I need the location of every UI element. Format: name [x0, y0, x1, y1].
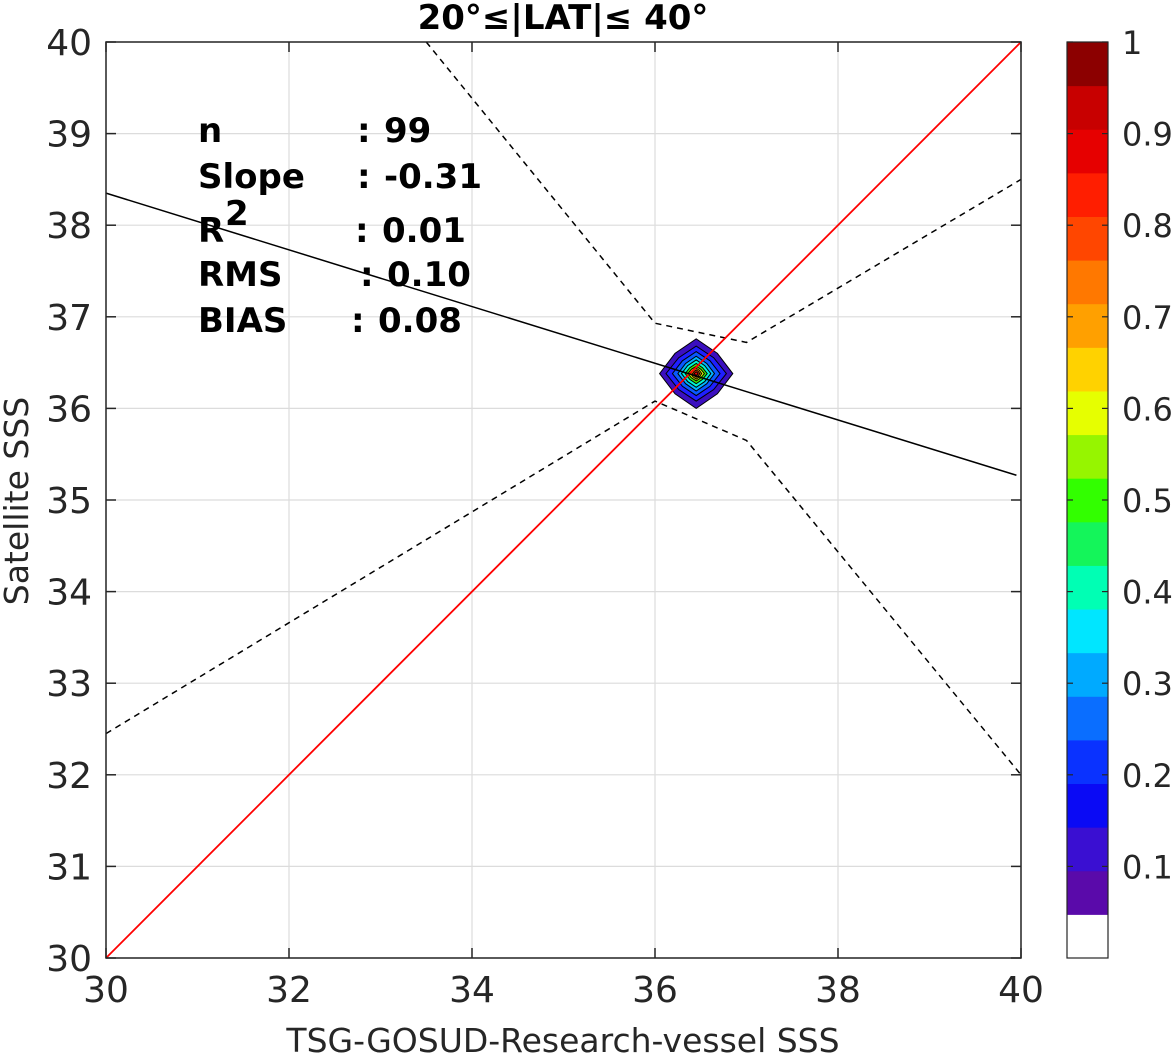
colorbar-segment — [1067, 565, 1108, 610]
colorbar-segment — [1067, 652, 1108, 697]
axis-ticks: 30 32 34 36 38 40 30 31 32 33 34 35 36 37 38 39 40 — [46, 23, 1044, 1011]
colorbar-tick-label: 0.2 — [1122, 757, 1172, 795]
stat-separator: : — [357, 157, 371, 197]
colorbar-segment — [1067, 260, 1108, 305]
x-tick-label: 34 — [449, 970, 495, 1011]
colorbar-segment — [1067, 129, 1108, 174]
colorbar-segment — [1067, 434, 1108, 479]
colorbar-tick-label: 0.8 — [1122, 207, 1172, 245]
y-axis-title: Satellite SSS — [0, 397, 36, 606]
chart-title: 20°≤|LAT|≤ 40° — [418, 0, 709, 38]
x-tick-label: 32 — [266, 970, 312, 1011]
y-tick-label: 36 — [46, 389, 92, 430]
y-tick-label: 30 — [46, 939, 92, 980]
colorbar-segment — [1067, 870, 1108, 915]
colorbar-tick-label: 0.3 — [1122, 665, 1172, 703]
stat-separator: : — [360, 255, 374, 295]
colorbar-segment — [1067, 783, 1108, 828]
x-axis-title: TSG-GOSUD-Research-vessel SSS — [285, 1021, 839, 1055]
x-tick-label: 36 — [632, 970, 678, 1011]
colorbar-segment — [1067, 739, 1108, 785]
stat-value: 0.08 — [378, 301, 462, 341]
x-tick-label: 38 — [815, 970, 861, 1011]
stat-label: R — [198, 211, 224, 251]
colorbar: 0.1 0.2 0.3 0.4 0.5 0.6 0.7 0.8 0.9 1 — [1066, 24, 1172, 959]
colorbar-tick-label: 1 — [1122, 24, 1142, 62]
colorbar-segment — [1067, 347, 1108, 392]
stat-value: 0.01 — [382, 211, 466, 251]
colorbar-tick-label: 0.6 — [1122, 390, 1172, 428]
y-tick-label: 31 — [46, 847, 92, 888]
y-tick-label: 40 — [46, 23, 92, 64]
stat-separator: : — [355, 211, 369, 251]
identity-line — [105, 41, 1022, 959]
colorbar-tick-label: 0.7 — [1122, 299, 1172, 337]
colorbar-segment — [1067, 609, 1108, 654]
y-tick-label: 37 — [46, 298, 92, 339]
colorbar-segment — [1067, 172, 1108, 217]
stat-label: n — [198, 111, 222, 151]
colorbar-segment — [1067, 478, 1108, 523]
y-tick-label: 33 — [46, 664, 92, 705]
colorbar-segment — [1067, 914, 1108, 959]
y-tick-label: 38 — [46, 206, 92, 247]
colorbar-tick-label: 0.4 — [1122, 574, 1172, 612]
x-tick-label: 40 — [998, 970, 1044, 1011]
stat-value: 0.10 — [387, 255, 471, 295]
y-tick-label: 39 — [46, 115, 92, 156]
colorbar-tick-label: 0.9 — [1122, 116, 1172, 154]
stat-separator: : — [357, 111, 371, 151]
confidence-bounds — [105, 41, 1022, 776]
reference-lines — [105, 41, 1022, 959]
colorbar-segment — [1067, 42, 1108, 87]
colorbar-segment — [1067, 390, 1108, 436]
y-tick-label: 32 — [46, 756, 92, 797]
colorbar-segment — [1067, 303, 1108, 348]
regression-line — [105, 192, 1017, 476]
stat-label: Slope — [198, 157, 305, 197]
stat-separator: : — [351, 301, 365, 341]
stat-label: RMS — [198, 255, 283, 295]
colorbar-segment — [1067, 216, 1108, 261]
stat-label: BIAS — [198, 301, 287, 341]
y-tick-label: 35 — [46, 481, 92, 522]
x-tick-label: 30 — [83, 970, 129, 1011]
density-contours — [658, 338, 734, 410]
stat-label-superscript: 2 — [225, 194, 249, 234]
y-tick-label: 34 — [46, 573, 92, 614]
confidence-bound-line — [105, 400, 1022, 776]
stat-value: -0.31 — [384, 157, 482, 197]
colorbar-segment — [1067, 85, 1108, 130]
confidence-bound-line — [425, 41, 1022, 344]
stat-value: 99 — [384, 111, 431, 151]
density-contour-level — [693, 371, 699, 377]
colorbar-segment — [1067, 827, 1108, 872]
colorbar-tick-label: 0.5 — [1122, 482, 1172, 520]
colorbar-segment — [1067, 696, 1108, 741]
colorbar-tick-label: 0.1 — [1122, 848, 1172, 886]
colorbar-segment — [1067, 521, 1108, 566]
